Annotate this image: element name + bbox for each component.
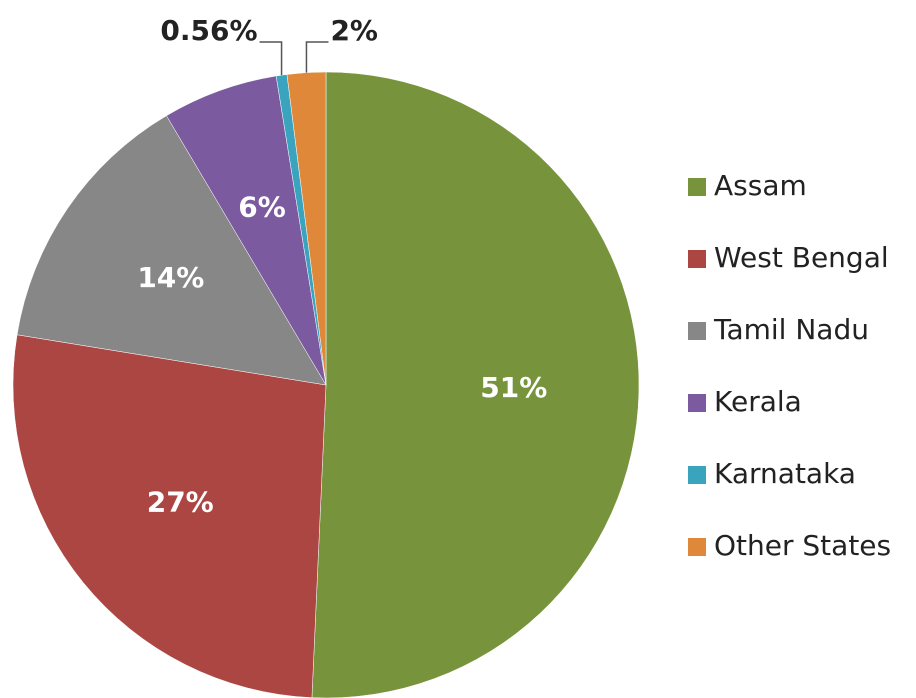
data-label: 27%: [147, 485, 214, 518]
legend-swatch: [688, 322, 706, 340]
legend-label: Karnataka: [714, 457, 856, 490]
data-label: 2%: [330, 14, 378, 47]
legend-label: Other States: [714, 529, 891, 562]
data-label: 6%: [238, 190, 286, 223]
data-label: 0.56%: [160, 14, 257, 47]
legend-swatch: [688, 394, 706, 412]
leader-line: [259, 41, 283, 76]
legend-label: Kerala: [714, 385, 802, 418]
legend-label: Assam: [714, 169, 807, 202]
legend-swatch: [688, 250, 706, 268]
pie-slice: [12, 334, 327, 698]
legend-swatch: [688, 466, 706, 484]
pie-slice: [311, 71, 640, 698]
legend-swatch: [688, 538, 706, 556]
data-label: 14%: [137, 261, 204, 294]
legend-label: Tamil Nadu: [713, 313, 869, 346]
legend-swatch: [688, 178, 706, 196]
pie-slice: [16, 115, 327, 386]
legend-label: West Bengal: [714, 241, 889, 274]
data-label: 51%: [480, 371, 547, 404]
leader-line: [305, 41, 329, 73]
